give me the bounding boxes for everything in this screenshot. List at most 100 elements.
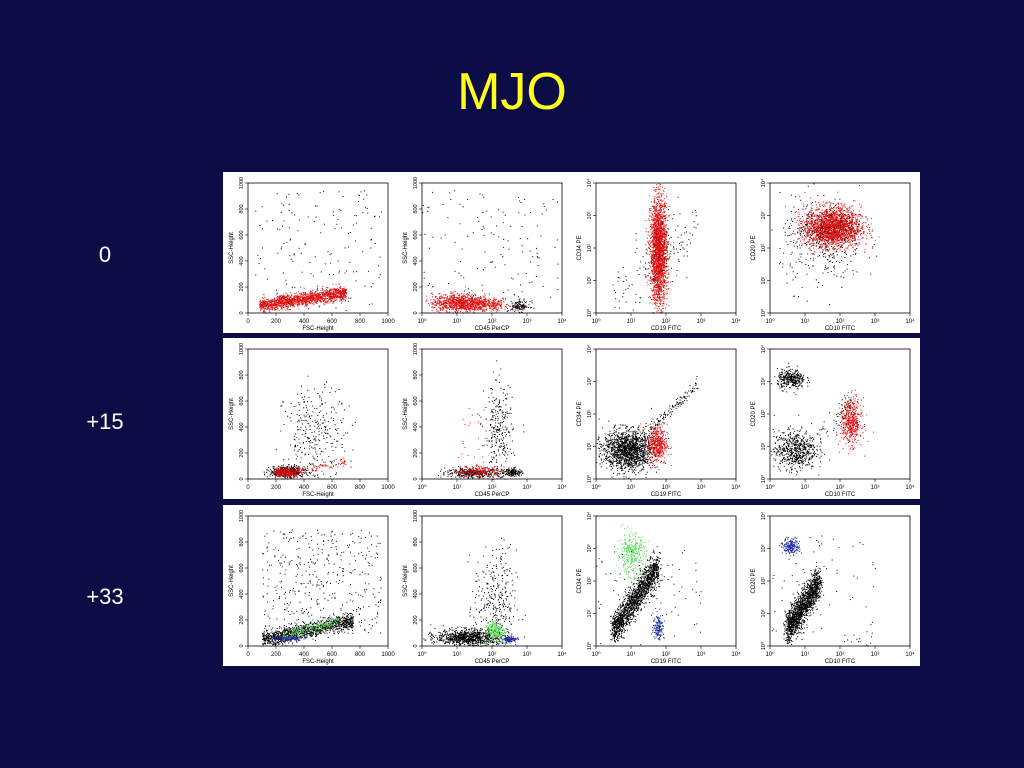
event-dot (327, 300, 329, 302)
event-dot (515, 302, 517, 303)
event-dot (320, 300, 322, 302)
event-dot (467, 298, 469, 300)
event-dot (522, 304, 524, 306)
event-dot (465, 310, 467, 312)
event-dot (653, 205, 655, 207)
event-dot (656, 269, 658, 271)
event-dot (459, 297, 461, 299)
event-dot (659, 202, 661, 204)
event-dot (462, 304, 464, 305)
event-dot (294, 299, 296, 301)
event-dot (328, 291, 330, 293)
event-dot (484, 267, 486, 269)
event-dot (654, 247, 656, 249)
event-dot (658, 297, 660, 299)
event-dot (452, 297, 454, 299)
event-dot (441, 304, 443, 306)
event-dot (654, 292, 656, 294)
event-dot (662, 204, 664, 206)
event-dot (659, 184, 661, 186)
event-dot (540, 235, 542, 237)
event-dot (663, 246, 665, 248)
population-red-0 (259, 283, 347, 314)
event-dot (503, 292, 505, 293)
event-dot (425, 301, 427, 303)
event-dot (436, 298, 438, 300)
event-dot (520, 301, 522, 303)
event-dot (301, 304, 303, 306)
event-dot (285, 279, 287, 281)
event-dot (317, 296, 319, 298)
event-dot (468, 298, 470, 300)
event-dot (476, 307, 478, 309)
event-dot (459, 302, 461, 304)
event-dot (655, 189, 656, 191)
event-dot (460, 304, 461, 306)
event-dot (323, 300, 325, 302)
event-dot (285, 309, 287, 311)
event-dot (470, 300, 472, 302)
event-dot (313, 297, 315, 299)
event-dot (260, 307, 262, 309)
event-dot (517, 302, 519, 304)
event-dot (444, 297, 446, 298)
event-dot (325, 297, 326, 299)
event-dot (368, 303, 370, 305)
event-dot (342, 296, 344, 298)
event-dot (655, 273, 657, 275)
event-dot (666, 242, 668, 244)
event-dot (311, 292, 313, 294)
event-dot (500, 302, 502, 304)
event-dot (491, 306, 493, 308)
event-dot (465, 297, 467, 299)
event-dot (295, 302, 297, 304)
event-dot (483, 303, 485, 304)
event-dot (280, 307, 282, 309)
x-tick-label: 10⁰ (417, 318, 427, 325)
population-black-1 (255, 190, 382, 312)
event-dot (317, 287, 318, 289)
event-dot (277, 307, 279, 309)
event-dot (305, 243, 307, 245)
event-dot (664, 271, 666, 273)
event-dot (264, 304, 266, 306)
event-dot (297, 291, 299, 293)
event-dot (454, 300, 456, 302)
event-dot (330, 301, 332, 302)
event-dot (319, 296, 321, 298)
event-dot (302, 303, 304, 305)
event-dot (483, 269, 485, 271)
event-dot (489, 307, 491, 309)
event-dot (468, 291, 470, 293)
plot-row-day-33-background (223, 505, 920, 666)
event-dot (655, 230, 657, 232)
event-dot (655, 270, 657, 272)
y-tick-label: 400 (239, 256, 245, 265)
event-dot (482, 311, 484, 312)
event-dot (492, 303, 493, 305)
event-dot (449, 311, 451, 313)
event-dot (343, 293, 345, 295)
event-dot (655, 290, 657, 292)
event-dot (473, 302, 475, 304)
event-dot (500, 254, 502, 256)
event-dot (273, 300, 275, 302)
event-dot (465, 299, 466, 301)
event-dot (468, 298, 470, 299)
event-dot (328, 295, 330, 297)
event-dot (472, 309, 474, 311)
event-dot (447, 306, 449, 308)
event-dot (652, 226, 654, 227)
event-dot (651, 213, 653, 215)
event-dot (483, 196, 485, 198)
event-dot (516, 302, 518, 303)
event-dot (465, 302, 467, 304)
event-dot (270, 308, 272, 310)
event-dot (477, 296, 479, 298)
event-dot (330, 293, 332, 295)
event-dot (316, 293, 318, 295)
event-dot (523, 307, 525, 309)
event-dot (498, 303, 500, 305)
event-dot (519, 302, 521, 304)
event-dot (345, 297, 347, 299)
